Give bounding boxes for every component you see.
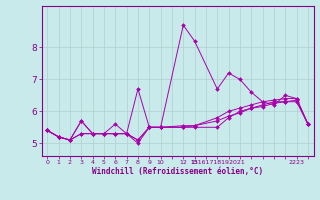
X-axis label: Windchill (Refroidissement éolien,°C): Windchill (Refroidissement éolien,°C) (92, 167, 263, 176)
